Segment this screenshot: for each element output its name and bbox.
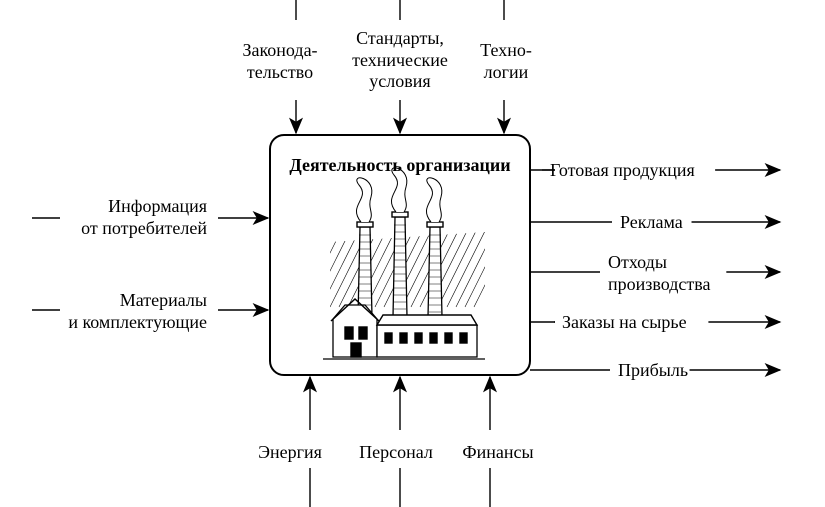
central-box-title: Деятельность организации	[270, 155, 530, 176]
right-output-label-3: Заказы на сырье	[562, 312, 687, 334]
right-output-label-2: Отходы производства	[608, 252, 711, 295]
left-input-label-1: Материалы и комплектующие	[42, 290, 207, 333]
right-output-label-1: Реклама	[620, 212, 683, 234]
bottom-input-label-0: Энергия	[230, 442, 350, 464]
bottom-input-label-2: Финансы	[438, 442, 558, 464]
left-input-label-0: Информация от потребителей	[42, 196, 207, 239]
right-output-label-0: Готовая продукция	[550, 160, 695, 182]
right-output-label-4: Прибыль	[618, 360, 688, 382]
top-input-label-2: Техно- логии	[436, 40, 576, 83]
top-input-label-0: Законода- тельство	[210, 40, 350, 83]
